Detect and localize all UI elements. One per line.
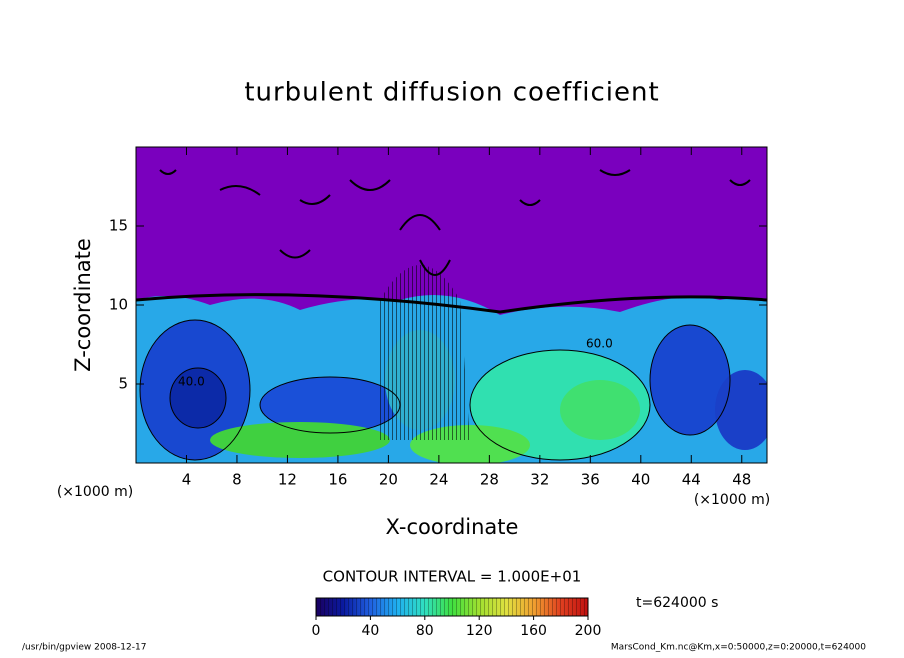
time-label: t=624000 s	[636, 595, 718, 611]
y-tick-label: 15	[109, 217, 128, 235]
y-tick-label: 5	[118, 375, 128, 393]
x-unit: (×1000 m)	[57, 484, 133, 500]
x-tick-label: 20	[379, 471, 398, 489]
footer: /usr/bin/gpview 2008-12-17	[22, 643, 146, 653]
footer: MarsCond_Km.nc@Km,x=0:50000,z=0:20000,t=…	[611, 643, 866, 653]
x-unit: (×1000 m)	[694, 492, 770, 508]
colorbar-tick-label: 0	[312, 623, 321, 639]
x-tick-label: 32	[530, 471, 549, 489]
contour-interval: CONTOUR INTERVAL = 1.000E+01	[323, 568, 582, 586]
x-tick-label: 12	[278, 471, 297, 489]
x-tick-label: 24	[429, 471, 448, 489]
x-tick-label: 36	[581, 471, 600, 489]
y-axis-label: Z-coordinate	[71, 238, 95, 372]
x-tick-label: 4	[182, 471, 192, 489]
colorbar-tick-label: 120	[466, 623, 493, 639]
x-tick-label: 48	[732, 471, 751, 489]
x-axis-label: X-coordinate	[386, 515, 519, 539]
colorbar-tick-label: 200	[575, 623, 602, 639]
x-tick-label: 28	[480, 471, 499, 489]
y-tick-label: 10	[109, 296, 128, 314]
colorbar-tick-label: 160	[520, 623, 547, 639]
x-tick-label: 8	[232, 471, 242, 489]
chart-title: turbulent diffusion coefficient	[244, 78, 659, 108]
contour-label: 40.0	[178, 375, 205, 389]
contour-label: 60.0	[586, 337, 613, 351]
colorbar-tick-label: 40	[361, 623, 379, 639]
x-tick-label: 40	[631, 471, 650, 489]
x-tick-label: 16	[328, 471, 347, 489]
colorbar-tick-label: 80	[416, 623, 434, 639]
x-tick-label: 44	[682, 471, 701, 489]
colorbar-lines	[316, 598, 588, 616]
contour-field	[136, 147, 767, 463]
